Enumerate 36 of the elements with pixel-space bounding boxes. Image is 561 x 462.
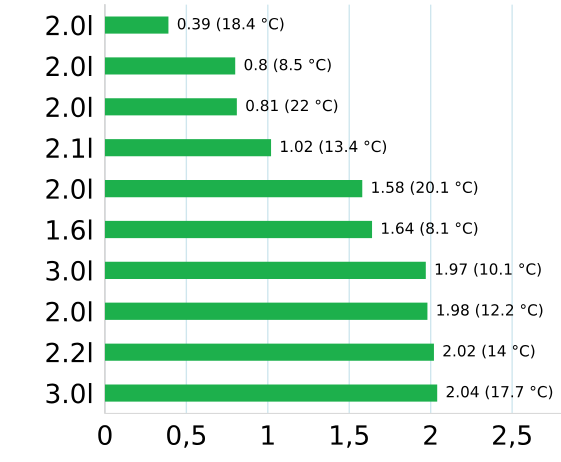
- data-label: 0.8 (8.5 °C): [244, 58, 331, 72]
- bar: [104, 384, 438, 402]
- y-tick-label: 3.0l: [46, 260, 92, 281]
- y-tick-label: 1.6l: [47, 219, 92, 240]
- y-tick-label: 2.1l: [46, 138, 92, 158]
- data-label: 1.98 (12.2 °C): [437, 304, 542, 318]
- x-tick-label: 0,5: [167, 425, 206, 448]
- bar: [104, 98, 237, 116]
- y-tick-label: 2.0l: [46, 56, 92, 76]
- x-tick-label: 2: [424, 425, 436, 445]
- y-tick-label: 2.0l: [46, 301, 92, 322]
- x-tick-label: 0: [98, 425, 112, 446]
- bar: [104, 139, 272, 156]
- y-tick-label: 2.0l: [46, 15, 92, 36]
- bar: [104, 262, 426, 279]
- data-label: 1.58 (20.1 °C): [372, 181, 478, 195]
- data-label: 0.81 (22 °C): [246, 99, 338, 114]
- y-tick-label: 3.0l: [46, 383, 92, 404]
- x-tick-label: 1,5: [331, 425, 368, 448]
- bar: [104, 16, 168, 34]
- data-label: 1.64 (8.1 °C): [382, 222, 478, 236]
- bar: [104, 220, 372, 238]
- data-label: 2.02 (14 °C): [443, 344, 534, 358]
- x-tick-label: 2,5: [493, 425, 531, 448]
- y-tick-label: 2.2l: [46, 342, 92, 362]
- bar: [104, 302, 428, 320]
- x-tick-label: 1: [262, 425, 274, 445]
- data-label: 0.39 (18.4 °C): [178, 18, 284, 32]
- y-tick-label: 2.0l: [46, 178, 92, 200]
- bar: [104, 57, 236, 75]
- bar: [104, 344, 434, 361]
- data-label: 2.04 (17.7 °C): [446, 386, 552, 400]
- data-label: 1.02 (13.4 °C): [281, 140, 386, 154]
- y-tick-label: 2.0l: [46, 96, 92, 118]
- bar: [104, 180, 362, 198]
- data-label: 1.97 (10.1 °C): [436, 263, 541, 277]
